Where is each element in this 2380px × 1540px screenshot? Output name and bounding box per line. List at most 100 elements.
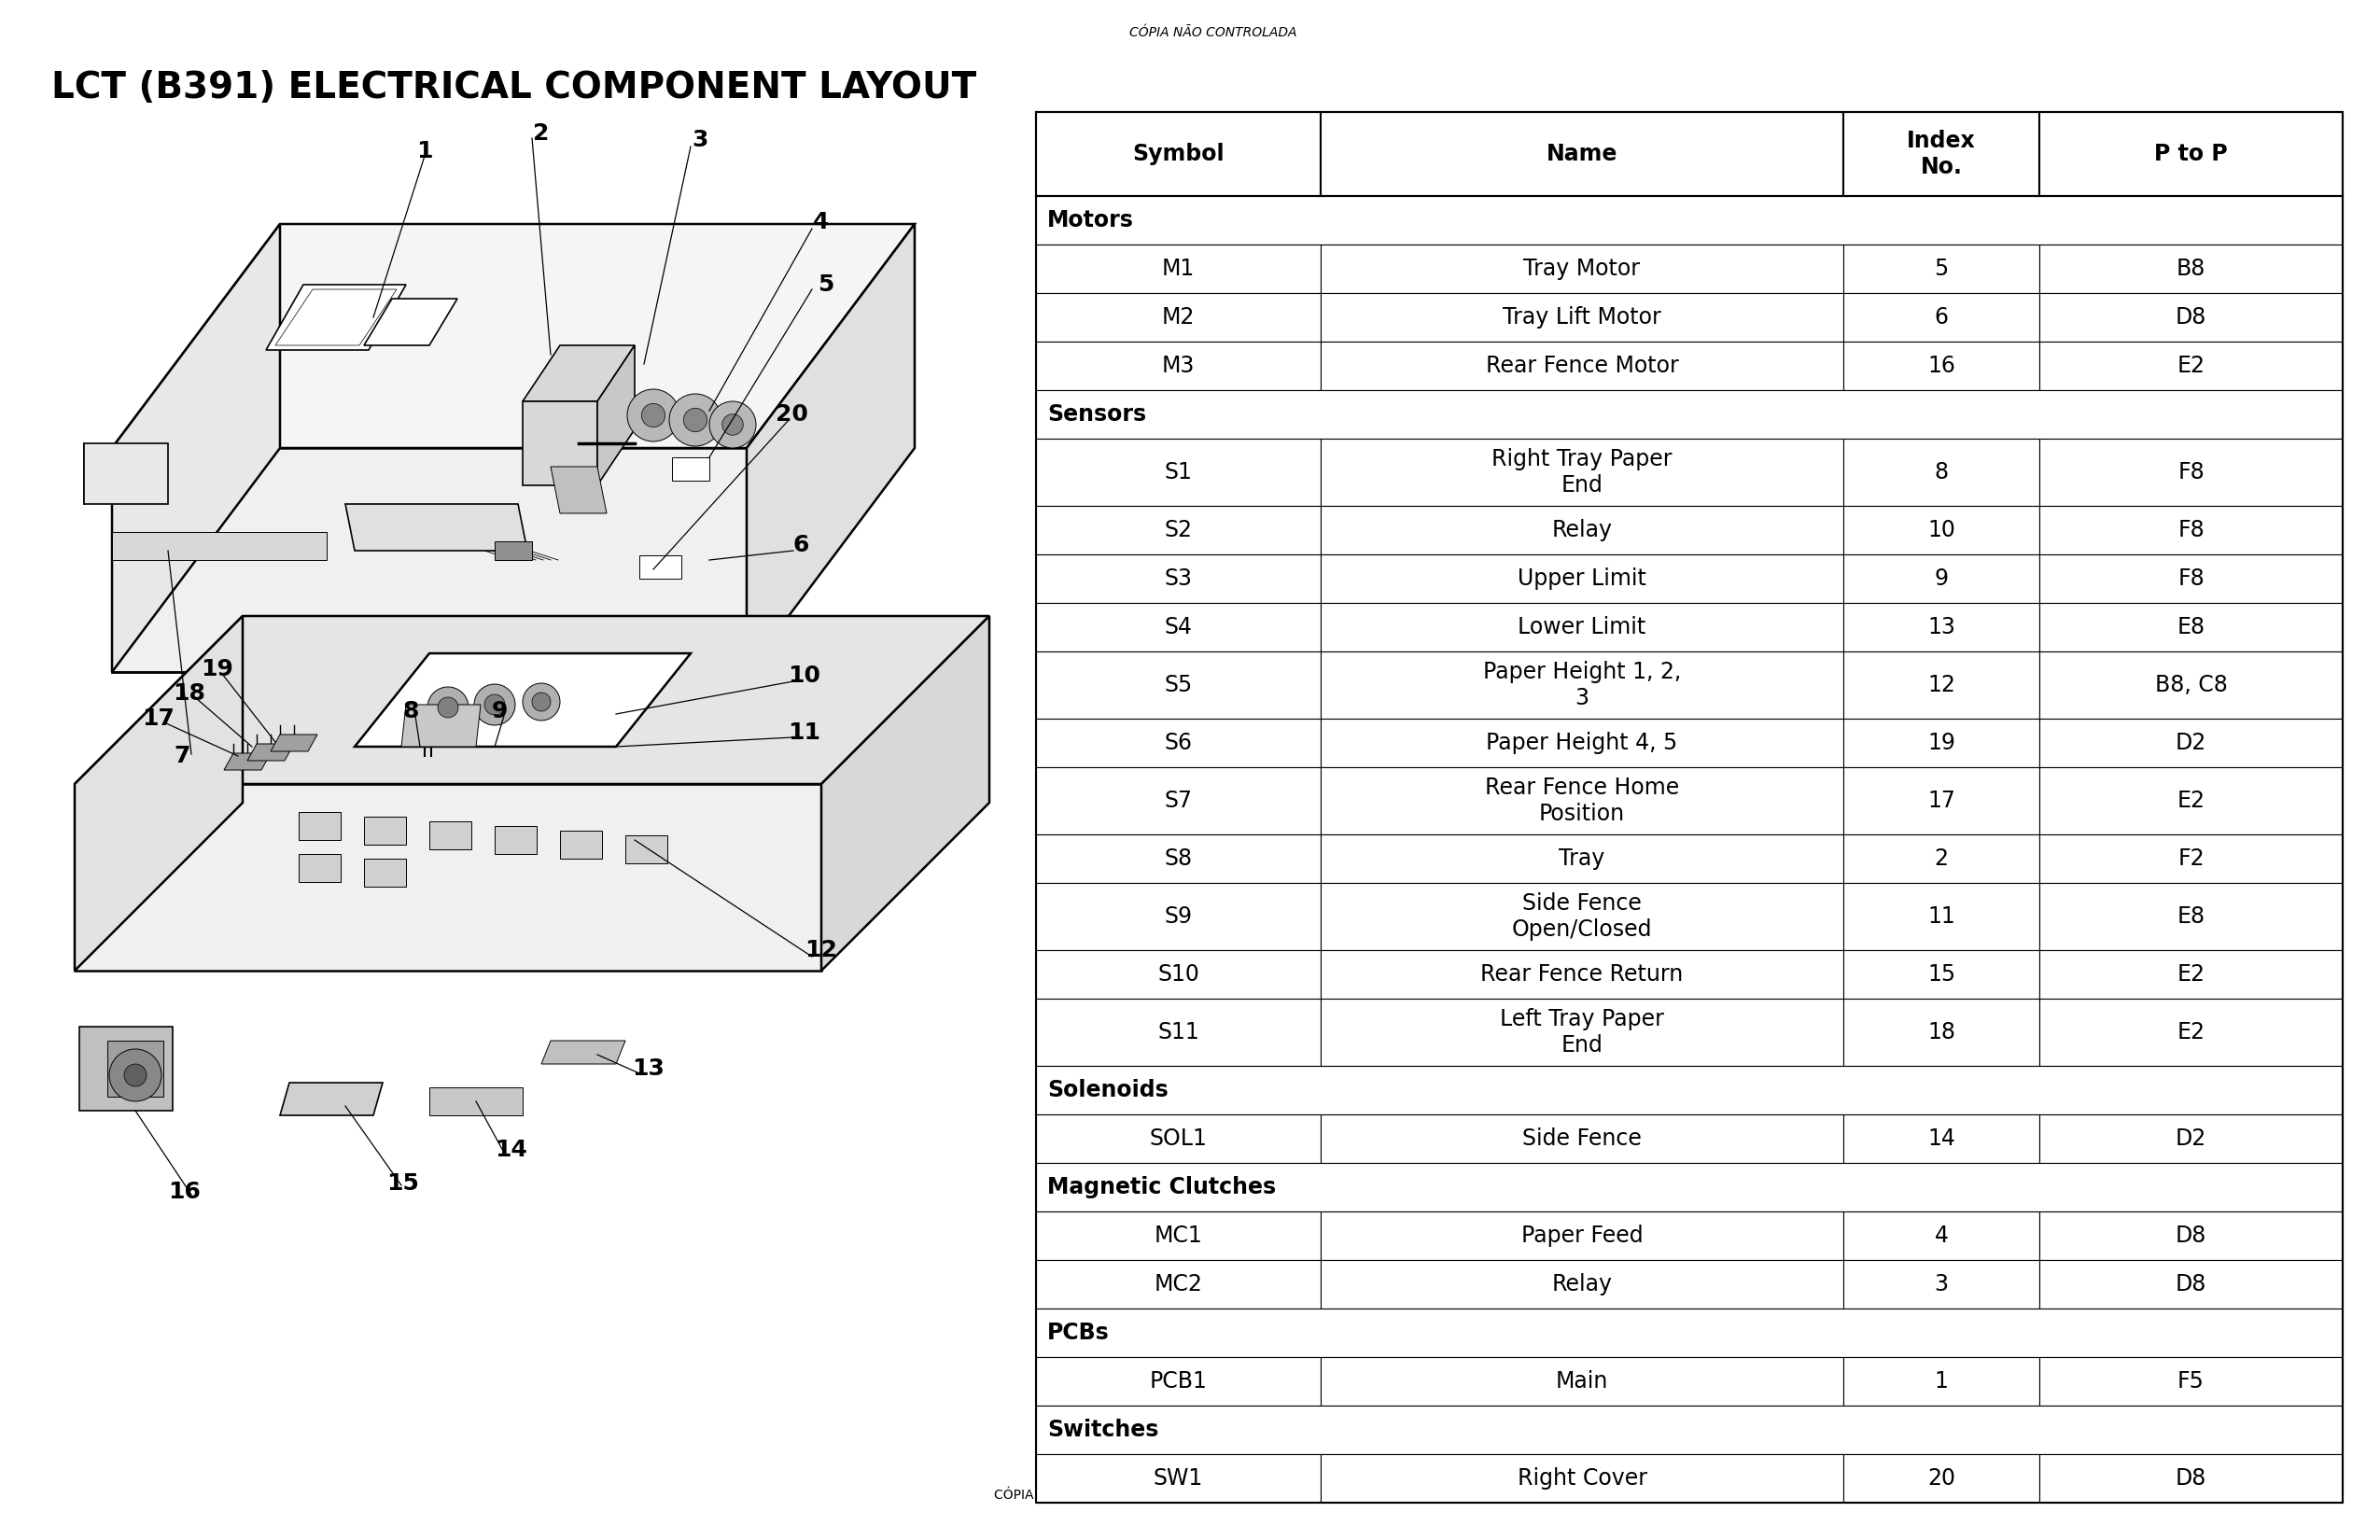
Polygon shape	[2040, 1260, 2342, 1309]
Text: 8: 8	[402, 701, 419, 722]
Polygon shape	[1321, 342, 1844, 390]
Text: Rear Fence Motor: Rear Fence Motor	[1485, 354, 1678, 377]
Polygon shape	[428, 821, 471, 850]
Polygon shape	[1035, 1357, 1321, 1406]
Text: 19: 19	[202, 658, 233, 681]
Text: 14: 14	[495, 1138, 528, 1161]
Polygon shape	[1035, 1406, 2342, 1454]
Polygon shape	[1035, 342, 1321, 390]
Polygon shape	[1321, 505, 1844, 554]
Text: 2: 2	[533, 122, 550, 145]
Polygon shape	[495, 542, 533, 561]
Text: Index
No.: Index No.	[1906, 129, 1975, 179]
Text: D8: D8	[2175, 1224, 2206, 1247]
Text: Tray Motor: Tray Motor	[1523, 257, 1640, 280]
Polygon shape	[1035, 196, 2342, 245]
Polygon shape	[1035, 835, 1321, 882]
Polygon shape	[1035, 112, 1321, 196]
Polygon shape	[1035, 767, 1321, 835]
Circle shape	[438, 698, 459, 718]
Text: Right Cover: Right Cover	[1516, 1468, 1647, 1489]
Text: Main: Main	[1557, 1371, 1609, 1392]
Polygon shape	[1321, 439, 1844, 505]
Text: Tray: Tray	[1559, 847, 1604, 870]
Polygon shape	[1035, 1260, 1321, 1309]
Text: 20: 20	[1928, 1468, 1956, 1489]
Polygon shape	[2040, 112, 2342, 196]
Polygon shape	[112, 448, 747, 671]
Polygon shape	[1844, 1212, 2040, 1260]
Text: PCBs: PCBs	[1047, 1321, 1109, 1344]
Polygon shape	[2040, 767, 2342, 835]
Polygon shape	[821, 616, 990, 970]
Text: 9: 9	[1935, 567, 1949, 590]
Polygon shape	[550, 467, 607, 513]
Text: 12: 12	[1928, 675, 1956, 696]
Text: S4: S4	[1164, 616, 1192, 639]
Polygon shape	[1035, 950, 1321, 998]
Polygon shape	[2040, 1212, 2342, 1260]
Polygon shape	[1321, 998, 1844, 1066]
Polygon shape	[1321, 554, 1844, 604]
Polygon shape	[107, 1041, 164, 1096]
Text: P to P: P to P	[2154, 143, 2228, 165]
Polygon shape	[2040, 1115, 2342, 1163]
Polygon shape	[224, 753, 271, 770]
Polygon shape	[1321, 719, 1844, 767]
Polygon shape	[1035, 390, 2342, 439]
Polygon shape	[1844, 950, 2040, 998]
Polygon shape	[402, 705, 481, 747]
Polygon shape	[540, 1041, 626, 1064]
Text: 5: 5	[1935, 257, 1949, 280]
Polygon shape	[1035, 1163, 2342, 1212]
Text: S10: S10	[1157, 962, 1200, 986]
Circle shape	[486, 695, 505, 715]
Polygon shape	[1321, 112, 1844, 196]
Text: Rear Fence Return: Rear Fence Return	[1480, 962, 1683, 986]
Text: 9: 9	[490, 701, 507, 722]
Text: 10: 10	[1928, 519, 1956, 542]
Text: F5: F5	[2178, 1371, 2204, 1392]
Circle shape	[533, 693, 550, 711]
Text: F8: F8	[2178, 519, 2204, 542]
Polygon shape	[1035, 998, 1321, 1066]
Circle shape	[124, 1064, 148, 1086]
Polygon shape	[2040, 882, 2342, 950]
Text: 11: 11	[788, 721, 821, 744]
Text: 3: 3	[1935, 1274, 1949, 1295]
Polygon shape	[298, 812, 340, 839]
Text: F8: F8	[2178, 567, 2204, 590]
Text: 6: 6	[1935, 306, 1949, 328]
Polygon shape	[1035, 1066, 2342, 1115]
Text: S9: S9	[1164, 906, 1192, 927]
Polygon shape	[1035, 1454, 1321, 1503]
Polygon shape	[1844, 651, 2040, 719]
Circle shape	[524, 684, 559, 721]
Text: 15: 15	[388, 1172, 419, 1195]
Polygon shape	[2040, 1454, 2342, 1503]
Text: 13: 13	[1928, 616, 1956, 639]
Text: S6: S6	[1164, 732, 1192, 755]
Text: 14: 14	[1928, 1127, 1956, 1150]
Text: 1: 1	[1935, 1371, 1949, 1392]
Text: B8, C8: B8, C8	[2154, 675, 2228, 696]
Text: 17: 17	[1928, 790, 1956, 812]
Polygon shape	[1844, 719, 2040, 767]
Polygon shape	[1844, 293, 2040, 342]
Polygon shape	[1035, 293, 1321, 342]
Polygon shape	[2040, 950, 2342, 998]
Text: S11: S11	[1157, 1021, 1200, 1044]
Polygon shape	[1321, 651, 1844, 719]
Polygon shape	[1035, 439, 1321, 505]
Polygon shape	[1321, 1212, 1844, 1260]
Circle shape	[709, 402, 757, 448]
Text: 5: 5	[819, 274, 833, 296]
Polygon shape	[1321, 950, 1844, 998]
Text: Side Fence: Side Fence	[1523, 1127, 1642, 1150]
Circle shape	[474, 684, 514, 725]
Text: 6: 6	[793, 534, 809, 556]
Circle shape	[109, 1049, 162, 1101]
Text: M3: M3	[1161, 354, 1195, 377]
Polygon shape	[1035, 505, 1321, 554]
Text: 12: 12	[804, 939, 838, 961]
